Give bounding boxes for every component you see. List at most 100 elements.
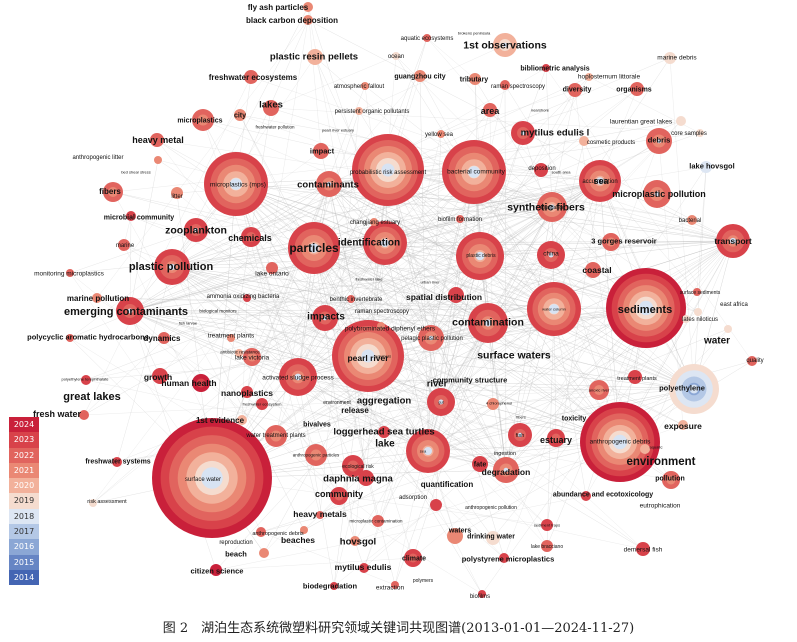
- co-occurrence-edge: [112, 140, 585, 193]
- legend-swatch-2017: 2017: [9, 524, 39, 540]
- co-occurrence-edge: [297, 183, 330, 378]
- keyword-node: [234, 109, 246, 121]
- keyword-label: bivalves: [303, 421, 331, 428]
- keyword-label: pearl river estuary: [322, 127, 354, 132]
- keyword-node: [303, 2, 313, 12]
- keyword-node: [423, 34, 431, 42]
- co-occurrence-edge: [129, 240, 734, 312]
- co-occurrence-edge: [250, 236, 548, 547]
- legend-year-label: 2020: [13, 481, 35, 491]
- keyword-label: laurentian great lakes: [610, 118, 673, 125]
- keyword-node: [265, 425, 287, 447]
- co-occurrence-edge: [419, 75, 621, 443]
- keyword-label: treatment plants: [617, 376, 657, 382]
- co-occurrence-edge: [328, 183, 695, 390]
- co-occurrence-edge: [387, 169, 621, 443]
- co-occurrence-edge: [373, 166, 707, 223]
- keyword-node: [330, 582, 338, 590]
- co-occurrence-edge: [377, 322, 489, 522]
- keyword-label: great lakes: [63, 391, 120, 403]
- co-occurrence-edge: [479, 255, 695, 390]
- keyword-node: [312, 305, 338, 331]
- legend-swatch-2014: 2014: [9, 569, 39, 586]
- keyword-node: [456, 232, 504, 280]
- legend-year-label: 2014: [13, 572, 35, 582]
- keyword-node: [568, 83, 582, 97]
- co-occurrence-edge: [504, 84, 507, 471]
- keyword-node: [266, 262, 278, 274]
- keyword-node: [152, 418, 272, 538]
- keyword-label: quantification: [421, 480, 474, 489]
- keyword-node: [628, 370, 642, 384]
- co-occurrence-edge: [83, 242, 386, 416]
- keyword-label: degradation: [482, 467, 531, 477]
- keyword-label: biodegradation: [303, 582, 358, 591]
- co-occurrence-edge: [474, 78, 553, 208]
- keyword-node: [500, 80, 510, 90]
- keyword-label: polyethylene terephthalate: [62, 376, 110, 381]
- keyword-label: freshwater ecosystem: [243, 401, 283, 406]
- keyword-label: polymers: [375, 353, 391, 358]
- co-occurrence-edge: [235, 183, 299, 378]
- keyword-label: fibers: [99, 187, 121, 196]
- year-legend: 2024 2023 2022 2021 2020 2019 2018 2017 2016 2015…: [9, 417, 39, 586]
- keyword-label: climate: [402, 555, 426, 562]
- keyword-label: raman spectroscopy: [491, 84, 545, 90]
- co-occurrence-edge: [384, 242, 429, 452]
- label-layer: fly ash particles black carbon deposition…: [27, 3, 764, 600]
- keyword-label: release: [341, 406, 369, 415]
- keyword-node: [606, 268, 686, 348]
- co-occurrence-edge: [427, 308, 555, 452]
- legend-swatch-2018: 2018: [9, 508, 39, 525]
- co-occurrence-edge: [328, 183, 442, 403]
- co-occurrence-edge: [171, 240, 734, 268]
- keyword-node: [483, 103, 497, 117]
- keyword-label: community: [315, 489, 363, 499]
- figure-caption: 图 2 湖泊生态系统微塑料研究领域关键词共现图谱(2013-01-01—2024…: [162, 621, 635, 636]
- co-occurrence-edge: [92, 267, 273, 504]
- keyword-label: identification: [338, 238, 400, 249]
- keyword-label: anthropogenic debris: [252, 531, 304, 537]
- legend-swatch-2022: 2022: [9, 447, 39, 463]
- keyword-node: [547, 429, 565, 447]
- co-occurrence-edge: [215, 557, 414, 571]
- co-occurrence-edge: [297, 376, 335, 587]
- keyword-label: fibers: [516, 414, 526, 419]
- co-occurrence-edge: [303, 311, 699, 531]
- keyword-label: polybrominated diphenyl ethers: [345, 325, 436, 332]
- co-occurrence-edge: [313, 247, 396, 586]
- legend-swatch-2016: 2016: [9, 539, 39, 555]
- keyword-node: [537, 241, 565, 269]
- keyword-label: estuary: [540, 435, 572, 445]
- keyword-label: anthropogenic pollution: [465, 505, 517, 511]
- co-occurrence-edge: [112, 191, 243, 421]
- co-occurrence-edge: [129, 310, 299, 378]
- co-occurrence-edge: [270, 107, 701, 134]
- co-occurrence-edge: [235, 183, 734, 242]
- co-occurrence-edge: [412, 322, 489, 559]
- keyword-label: surface sediments: [680, 290, 721, 296]
- keyword-node: [493, 33, 517, 57]
- keyword-node: [585, 262, 601, 278]
- legend-year-label: 2024: [13, 420, 35, 429]
- co-occurrence-edge: [235, 183, 481, 257]
- keyword-label: debris: [648, 136, 671, 145]
- co-occurrence-edge: [479, 255, 507, 471]
- keyword-node: [237, 415, 247, 425]
- keyword-node: [537, 192, 567, 222]
- co-occurrence-edge: [440, 255, 481, 403]
- keyword-label: activated sludge process: [262, 374, 334, 381]
- keyword-label: chemicals: [228, 233, 272, 243]
- co-occurrence-edge: [551, 89, 576, 208]
- co-occurrence-edge: [303, 401, 442, 531]
- keyword-label: sediment traps: [534, 522, 560, 527]
- keyword-node: [192, 374, 210, 392]
- co-occurrence-edge: [171, 266, 442, 403]
- keyword-node: [448, 287, 464, 303]
- keyword-node: [581, 491, 591, 501]
- keyword-node: [541, 540, 553, 552]
- keyword-node: [116, 297, 144, 325]
- keyword-label: biofilms: [470, 594, 490, 600]
- co-occurrence-edge: [251, 183, 330, 358]
